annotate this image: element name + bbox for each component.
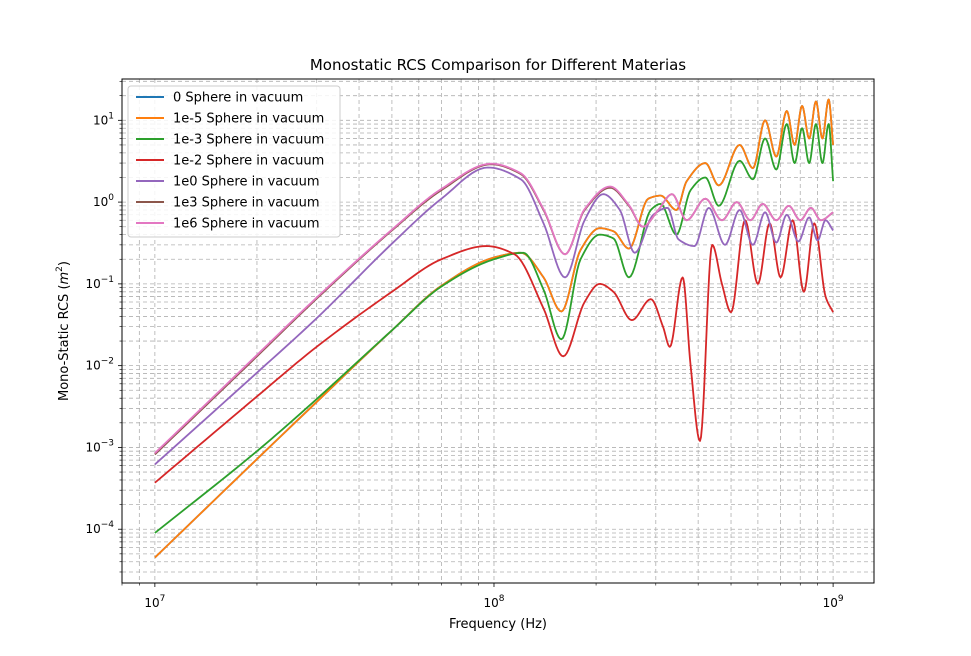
- series-line-4: [154, 166, 834, 466]
- y-axis-label: Mono-Static RCS (m2): [55, 261, 72, 401]
- legend-label: 1e-2 Sphere in vacuum: [173, 154, 324, 169]
- x-tick-label: 108: [483, 594, 504, 610]
- y-tick-label: 100: [93, 193, 114, 209]
- y-tick-label: 10−2: [85, 357, 114, 373]
- series-line-3: [154, 219, 834, 484]
- y-axis-label-unit: m: [57, 272, 72, 285]
- legend-box: [127, 85, 341, 238]
- legend-label: 1e0 Sphere in vacuum: [173, 175, 320, 190]
- grid-lines: [121, 79, 874, 583]
- chart-title: Monostatic RCS Comparison for Different …: [310, 56, 686, 74]
- y-tick-label: 101: [93, 111, 114, 127]
- series-lines: [154, 98, 835, 559]
- y-tick-label: 10−4: [85, 520, 114, 536]
- y-axis-label-main: Mono-Static RCS (: [57, 284, 72, 401]
- y-tick-label: 10−3: [85, 438, 114, 454]
- x-tick-label: 107: [144, 594, 165, 610]
- legend: 0 Sphere in vacuum 1e-5 Sphere in vacuum 1…: [127, 85, 341, 238]
- legend-label: 1e3 Sphere in vacuum: [173, 196, 320, 211]
- series-line-1: [154, 98, 835, 559]
- x-axis-ticks: 107 108 109: [121, 583, 844, 610]
- y-axis-label-exp: 2: [55, 266, 65, 272]
- plot-frame: [121, 78, 875, 584]
- legend-label: 0 Sphere in vacuum: [173, 91, 303, 106]
- y-axis-label-close: ): [57, 261, 72, 266]
- y-axis-ticks: 10−4 10−3 10−2 10−1 100 101: [85, 80, 122, 573]
- x-axis-label: Frequency (Hz): [449, 617, 547, 632]
- legend-label: 1e-3 Sphere in vacuum: [173, 133, 324, 148]
- x-tick-label: 109: [823, 594, 844, 610]
- legend-label: 1e-5 Sphere in vacuum: [173, 112, 324, 127]
- series-line-6: [154, 162, 834, 454]
- y-tick-label: 10−1: [85, 275, 114, 291]
- legend-label: 1e6 Sphere in vacuum: [173, 217, 320, 232]
